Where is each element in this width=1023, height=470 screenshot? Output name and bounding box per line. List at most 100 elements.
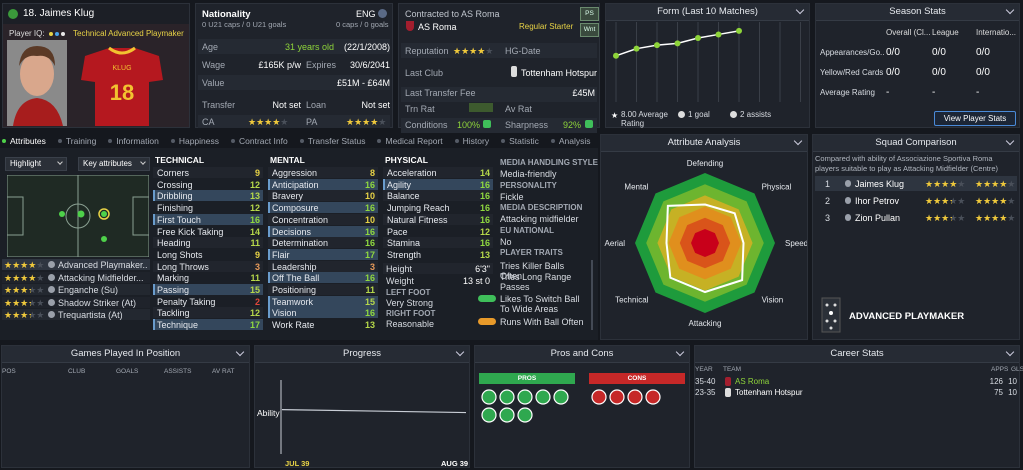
star-filled: ★★★★★: [4, 260, 36, 270]
dropdown[interactable]: Key attributes: [78, 157, 150, 171]
row-label: Age: [202, 42, 219, 52]
tab-label: Transfer Status: [307, 136, 366, 146]
progress-panel: Progress Ability JUL 39 AUG 39: [254, 345, 470, 468]
player-name: Zion Pullan: [855, 213, 901, 223]
row-bg: [401, 87, 597, 102]
tab[interactable]: Analysis: [550, 136, 591, 146]
attribute-value: 16: [479, 203, 490, 214]
shirt-number: 18: [110, 80, 134, 105]
row-bg: [2, 271, 150, 283]
row-bg: [401, 103, 597, 118]
attribute-value: 14: [249, 226, 260, 237]
attribute-value: 16: [479, 238, 490, 249]
games-panel: Games Played In Position POS CLUB GOALS ASS…: [1, 345, 250, 468]
assist-icon: [730, 111, 737, 118]
squad-status: Regular Starter: [519, 22, 574, 31]
form-point: [736, 27, 742, 34]
row-bg: [401, 43, 597, 58]
status-button[interactable]: Wnt: [580, 23, 599, 37]
iq-dot: [61, 32, 65, 36]
attribute-name: Decisions: [272, 226, 312, 237]
heart-icon: [483, 120, 491, 128]
tab[interactable]: Information: [108, 136, 159, 146]
attribute-value: 17: [249, 320, 260, 331]
attribute-analysis-panel: Attribute Analysis Defending Physical Spee…: [600, 134, 808, 340]
dropdown[interactable]: Highlight: [5, 157, 67, 171]
tab[interactable]: Attributes: [2, 136, 46, 146]
panel-title: Attribute Analysis: [601, 135, 807, 152]
view-stats-button[interactable]: View Player Stats: [934, 111, 1016, 126]
form-chart: [613, 22, 801, 102]
year: 35-40: [695, 377, 716, 386]
radar-band: [691, 229, 719, 257]
tab[interactable]: Training: [57, 136, 96, 146]
row-value: Not set: [272, 100, 301, 110]
attribute-name: Dribbling: [157, 191, 193, 202]
tab[interactable]: Contract Info: [231, 136, 288, 146]
role-icon: [48, 261, 55, 268]
row-bg: [383, 202, 493, 214]
sharp-icon: [585, 120, 593, 128]
tab[interactable]: Transfer Status: [299, 136, 366, 146]
star-empty: ★★★★★: [453, 46, 494, 56]
attribute-value: 16: [249, 214, 260, 225]
stat-value: 0/0: [886, 47, 900, 58]
form-point: [674, 40, 681, 47]
row-bg: [268, 213, 378, 225]
rank: 2: [825, 196, 831, 206]
star-filled: ★★★★★: [925, 213, 952, 223]
last-club: Tottenham Hotspur: [521, 68, 598, 78]
column-header: ASSISTS: [164, 368, 192, 375]
column-header: TEAM: [723, 366, 742, 373]
row-bg: [268, 284, 378, 295]
tab-dot: [57, 139, 62, 143]
media-label: PERSONALITY: [500, 180, 557, 190]
star-empty: ★★★★★: [4, 297, 45, 308]
row-label: Trn Rat: [405, 104, 435, 114]
panel-title: Progress: [255, 346, 469, 363]
attribute-value: 9: [254, 249, 260, 260]
row-value: £51M - £64M: [336, 78, 390, 88]
attribute-value: 15: [249, 285, 260, 295]
caps: 0 caps / 0 goals: [336, 20, 389, 29]
tab[interactable]: History: [454, 136, 489, 146]
tab-dot: [231, 139, 236, 143]
cons-header: CONS: [589, 373, 685, 384]
tab[interactable]: Statistic: [501, 136, 539, 146]
star-filled: ★★★★★: [925, 179, 957, 189]
tab-dot: [108, 139, 113, 143]
column-header: League: [932, 28, 959, 37]
media-label: EU NATIONAL: [500, 225, 555, 235]
iq-dot: [49, 32, 53, 36]
tab[interactable]: Medical Report: [377, 136, 443, 146]
attribute-name: Composure: [272, 203, 319, 214]
attribute-name: Heading: [157, 238, 191, 249]
attribute-name: Concentration: [272, 214, 329, 225]
row-bg: [153, 272, 263, 284]
star-rating: ★★★★★★★★★★: [925, 213, 970, 223]
status-button[interactable]: PS: [580, 7, 599, 21]
row-label: Transfer: [202, 100, 236, 110]
nationality: ENG: [356, 9, 376, 19]
attribute-value: 16: [364, 308, 375, 319]
row-bg: [268, 190, 378, 202]
attribute-value: 12: [479, 226, 490, 237]
tab[interactable]: Happiness: [170, 136, 219, 146]
attribute-name: Work Rate: [272, 320, 315, 331]
star-rating: ★★★★★★★★★★: [4, 273, 49, 283]
apps: 75: [994, 388, 1003, 397]
player-name: Jaimes Klug: [855, 179, 905, 189]
player-role: Technical Advanced Playmaker: [73, 29, 184, 38]
role-icon: [48, 286, 55, 293]
row-value: £165K p/w: [258, 60, 301, 70]
star-filled: ★★★★★: [4, 297, 31, 308]
attribute-name: Technique: [157, 320, 199, 331]
panel-title: Games Played In Position: [2, 346, 249, 363]
stat-value: -: [886, 87, 890, 98]
tab-label: Contract Info: [239, 136, 288, 146]
team: AS Roma: [735, 377, 770, 386]
progress-chart: [280, 380, 467, 454]
row-bg: [383, 178, 493, 190]
attribute-value: 16: [364, 226, 375, 237]
panel-title: Season Stats: [816, 4, 1019, 21]
